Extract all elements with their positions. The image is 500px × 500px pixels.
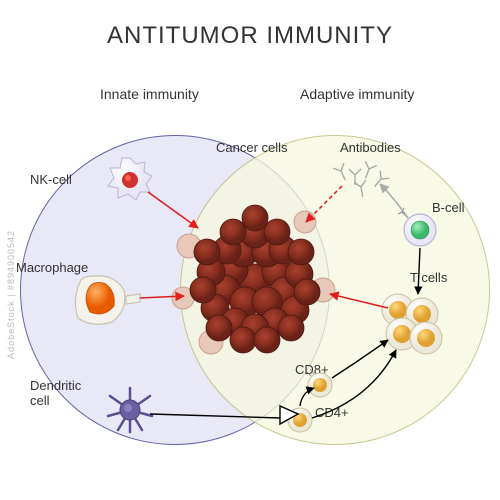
page-title: ANTITUMOR IMMUNITY — [0, 22, 500, 50]
label-antibodies: Antibodies — [340, 140, 401, 155]
label-dendritic: Dendritic cell — [30, 378, 90, 408]
watermark: AdobeStock | #894900542 — [6, 230, 16, 359]
label-cd4: CD4+ — [315, 405, 349, 420]
subtitle-adaptive: Adaptive immunity — [300, 86, 414, 102]
label-nk: NK-cell — [30, 172, 72, 187]
label-cd8: CD8+ — [295, 362, 329, 377]
label-cancer: Cancer cells — [216, 140, 288, 155]
adaptive-circle — [180, 135, 490, 445]
subtitle-innate: Innate immunity — [100, 86, 199, 102]
label-tcells: T cells — [410, 270, 447, 285]
label-bcell: B-cell — [432, 200, 465, 215]
label-macrophage: Macrophage — [16, 260, 88, 275]
